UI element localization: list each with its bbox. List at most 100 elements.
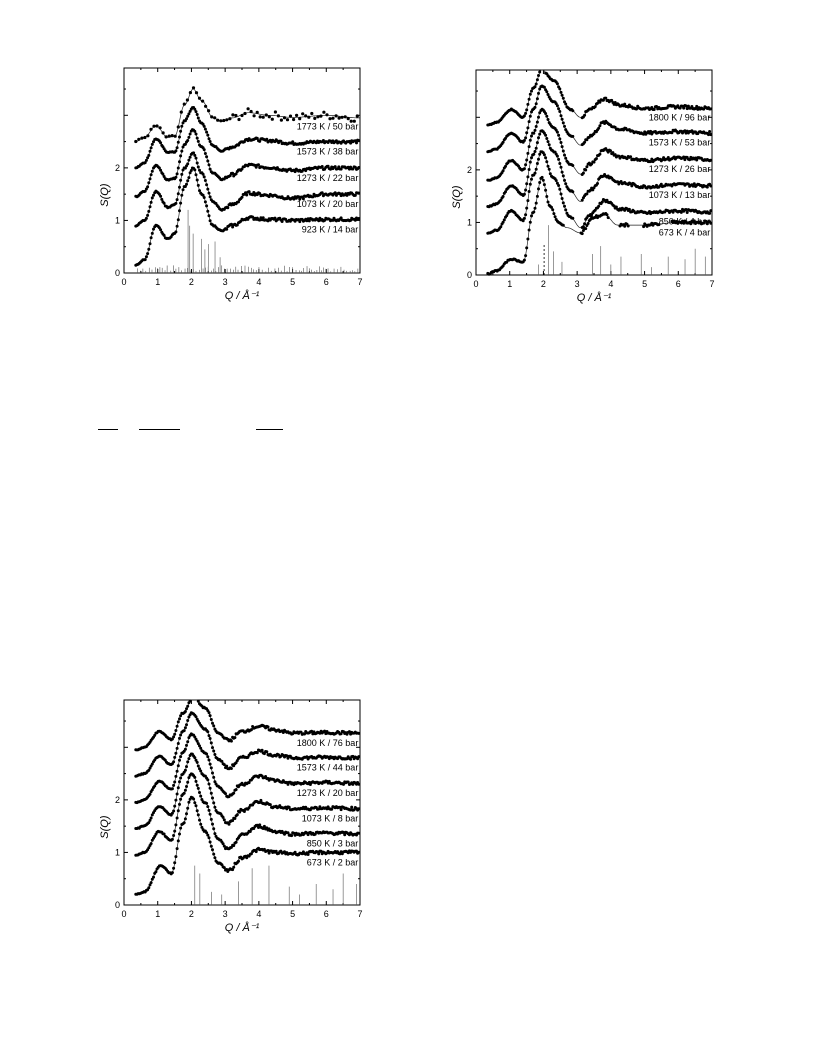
data-point [623,102,627,106]
data-point [195,760,199,764]
data-point [205,130,209,134]
data-point [691,184,695,188]
data-point [356,757,360,761]
data-point [197,96,202,100]
data-point [194,132,198,136]
series-0: 1773 K / 50 bar [134,86,360,144]
data-point [329,167,332,171]
y-tick-label: 1 [115,847,120,857]
x-tick-label: 6 [676,279,681,289]
data-point [176,125,180,129]
data-point [199,746,203,750]
data-point [614,205,618,209]
series-label: 1573 K / 44 bar [297,763,359,773]
series-1: 1573 K / 38 bar [134,106,361,170]
data-point [188,155,192,159]
data-point [301,197,305,201]
data-point [355,114,359,118]
data-point [203,127,207,131]
data-point [146,134,150,138]
data-point [317,852,321,856]
data-point [571,190,575,194]
data-point [186,719,190,722]
x-tick-label: 1 [155,277,160,287]
data-point [544,156,548,160]
data-point [208,786,212,790]
data-point [193,801,197,805]
data-point [172,760,176,764]
series-label: 1073 K / 13 bar [649,190,711,200]
data-point [159,141,163,145]
data-point [267,115,271,119]
data-point [274,849,278,853]
data-point [501,195,505,198]
data-point [307,115,311,119]
data-point [326,164,330,168]
data-point [643,130,647,134]
data-point [186,704,190,708]
data-point [623,208,627,212]
data-point [526,199,530,203]
y-tick-label: 2 [115,795,120,805]
data-point [251,215,255,219]
data-point [247,190,251,194]
data-point [206,778,210,782]
data-point [583,222,587,226]
data-point [705,185,709,189]
data-point [293,170,297,174]
data-point [202,175,206,179]
data-point [557,157,561,161]
data-point [255,110,259,114]
data-point [304,114,308,118]
data-point [292,117,296,122]
x-tick-label: 0 [121,277,126,287]
data-point [524,254,528,258]
data-point [353,218,357,222]
data-point [150,142,154,146]
data-point [704,219,708,223]
data-point [279,118,283,122]
data-point [528,182,532,186]
data-point [334,114,338,118]
data-point [209,844,213,848]
data-point [560,145,564,149]
data-point [522,216,526,220]
data-point [524,163,528,167]
data-point [265,826,269,830]
series-2: 1273 K / 26 bar [486,107,713,182]
data-point [220,759,224,763]
data-point [224,792,227,796]
data-point [193,107,197,111]
data-point [522,139,526,142]
data-point [709,209,713,213]
series-1: 1573 K / 53 bar [486,84,713,154]
data-point [147,181,151,185]
data-point [147,768,151,772]
data-point [198,168,201,172]
data-point [285,754,289,758]
data-point [160,197,164,201]
data-point [186,806,190,810]
data-point [172,809,176,813]
data-point [162,201,166,205]
data-point [179,797,183,801]
data-point [266,849,270,852]
data-point [321,139,325,142]
data-point [351,754,355,758]
data-point [291,140,295,144]
data-point [544,188,548,192]
data-point [690,105,694,108]
x-tick-label: 0 [121,909,126,919]
data-point [167,134,171,138]
data-point [592,160,596,164]
data-point [173,732,177,736]
data-point [173,755,177,759]
data-point [175,146,179,150]
x-tick-label: 6 [324,277,329,287]
data-point [212,724,216,728]
data-point [152,193,155,197]
data-point [605,213,609,217]
data-point [357,807,361,811]
data-point [642,132,646,136]
series-2: 1273 K / 22 bar [134,128,361,199]
